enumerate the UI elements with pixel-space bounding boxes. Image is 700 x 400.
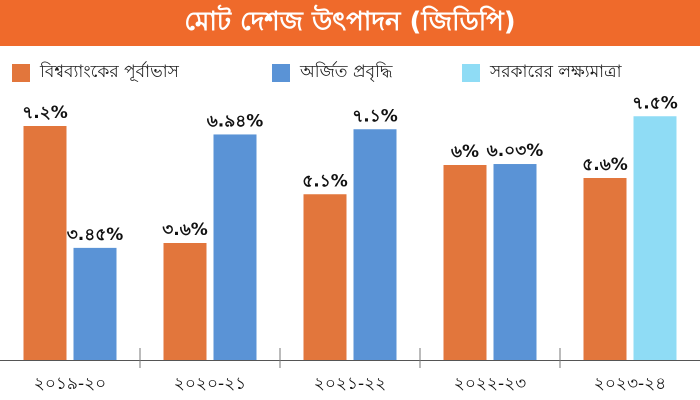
- bar: [23, 126, 67, 360]
- legend-label-achieved: অর্জিত প্রবৃদ্ধি: [300, 62, 393, 82]
- bar: [303, 194, 347, 360]
- bar-value-label: ৫.৬%: [582, 155, 628, 175]
- bar: [213, 134, 257, 360]
- bar-value-label: ৭.২%: [22, 103, 68, 123]
- bar: [443, 165, 487, 360]
- legend-swatch-forecast: [12, 64, 30, 82]
- legend-swatch-target: [462, 64, 480, 82]
- chart-title: মোট দেশজ উৎপাদন (জিডিপি): [0, 0, 700, 46]
- bar: [163, 243, 207, 360]
- bar: [633, 116, 677, 360]
- legend-item-target: সরকারের লক্ষ্যমাত্রা: [462, 59, 622, 87]
- bar-value-label: ৬.০৩%: [487, 141, 544, 161]
- bar-value-label: ৫.১%: [302, 171, 348, 191]
- legend: বিশ্বব্যাংকের পূর্বাভাস অর্জিত প্রবৃদ্ধি…: [0, 55, 700, 85]
- x-tick-label: ২০২০-২১: [174, 374, 246, 394]
- bar-value-label: ৭.৫%: [632, 93, 678, 113]
- x-tick-label: ২০১৯-২০: [34, 374, 106, 394]
- bar: [73, 247, 117, 360]
- bar-value-label: ৩.৪৫%: [67, 225, 124, 245]
- bar: [583, 178, 627, 360]
- bar-value-label: ৩.৬%: [162, 220, 208, 240]
- legend-item-achieved: অর্জিত প্রবৃদ্ধি: [272, 59, 392, 87]
- legend-label-target: সরকারের লক্ষ্যমাত্রা: [490, 62, 622, 82]
- bar-value-label: ৬.৯৪%: [207, 111, 264, 131]
- legend-label-forecast: বিশ্বব্যাংকের পূর্বাভাস: [40, 62, 179, 82]
- legend-swatch-achieved: [272, 64, 290, 82]
- x-tick-label: ২০২২-২৩: [454, 374, 526, 394]
- x-tick-label: ২০২১-২২: [314, 374, 386, 394]
- x-tick-label: ২০২৩-২৪: [594, 374, 666, 394]
- legend-item-forecast: বিশ্বব্যাংকের পূর্বাভাস: [12, 59, 179, 87]
- bar-value-label: ৬%: [451, 142, 479, 162]
- bar-value-label: ৭.১%: [352, 106, 398, 126]
- bar: [493, 164, 537, 360]
- bar: [353, 129, 397, 360]
